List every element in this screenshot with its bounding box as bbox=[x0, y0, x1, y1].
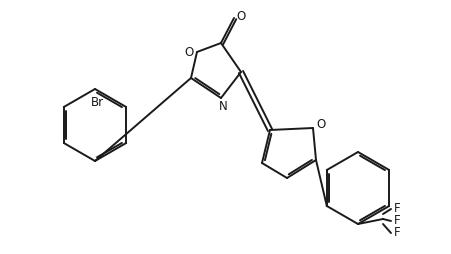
Text: F: F bbox=[394, 214, 400, 228]
Text: O: O bbox=[236, 9, 246, 23]
Text: O: O bbox=[184, 46, 193, 59]
Text: Br: Br bbox=[91, 97, 104, 109]
Text: N: N bbox=[219, 100, 227, 113]
Text: O: O bbox=[316, 119, 326, 132]
Text: F: F bbox=[394, 202, 400, 215]
Text: F: F bbox=[394, 227, 400, 240]
